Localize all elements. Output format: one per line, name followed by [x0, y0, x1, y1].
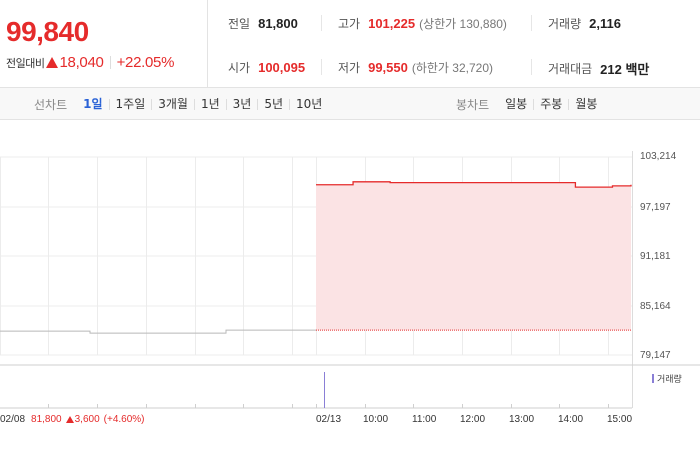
line-chart-label: 선차트	[34, 97, 68, 112]
separator	[109, 56, 111, 69]
stat-label: 전일	[228, 17, 251, 31]
stat-value: 99,550	[368, 60, 408, 75]
change-value: 18,040	[59, 54, 104, 71]
period-5y[interactable]: 5년	[257, 98, 289, 110]
stat-low: 저가 99,550 (하한가 32,720)	[338, 59, 493, 76]
stat-value: 100,095	[258, 60, 306, 75]
y-tick-label: 103,214	[640, 151, 677, 162]
y-tick-label: 91,181	[640, 251, 671, 262]
line-chart-periods: 선차트 1일 1주일 3개월 1년 3년 5년 10년	[34, 88, 328, 120]
prev-day-change: 3,600	[74, 414, 100, 425]
divider	[531, 15, 532, 31]
stat-value: 101,225	[368, 16, 416, 31]
prev-day-change-pct: (+4.60%)	[103, 414, 145, 425]
stat-label: 거래대금	[548, 62, 593, 76]
x-tick-label: 02/13	[316, 414, 342, 425]
period-1w[interactable]: 1주일	[108, 98, 152, 110]
upper-limit: (상한가 130,880)	[419, 17, 507, 31]
y-tick-label: 85,164	[640, 301, 671, 312]
stat-volume: 거래량 2,116	[548, 15, 621, 32]
x-tick-label: 10:00	[363, 414, 389, 425]
period-1d[interactable]: 1일	[83, 96, 103, 111]
stat-value: 2,116	[589, 16, 621, 31]
volume-legend-label: 거래량	[657, 375, 682, 385]
x-tick-label: 12:00	[460, 414, 486, 425]
period-3m[interactable]: 3개월	[151, 98, 194, 110]
candle-chart-periods: 봉차트 일봉 주봉 월봉	[456, 88, 603, 120]
period-10y[interactable]: 10년	[289, 98, 328, 110]
period-3y[interactable]: 3년	[225, 98, 258, 110]
change-row: 전일대비 18,040 +22.05%	[6, 54, 174, 71]
lower-limit: (하한가 32,720)	[411, 61, 494, 75]
volume-legend-swatch	[652, 374, 654, 383]
up-triangle-icon	[65, 416, 74, 423]
candle-chart-label: 봉차트	[456, 97, 490, 112]
up-triangle-icon	[46, 57, 59, 68]
stat-turnover: 거래대금 212 백만	[548, 59, 649, 78]
divider	[531, 59, 532, 75]
chart-toolbar: 선차트 1일 1주일 3개월 1년 3년 5년 10년 봉차트 일봉 주봉 월봉	[0, 88, 700, 120]
current-price: 99,840	[6, 16, 89, 47]
x-tick-label: 11:00	[412, 414, 437, 425]
prev-day-close: 81,800	[31, 414, 62, 425]
stat-high: 고가 101,225 (상한가 130,880)	[338, 15, 507, 32]
stat-label: 고가	[338, 17, 361, 31]
period-1y[interactable]: 1년	[193, 98, 226, 110]
price-chart[interactable]: 103,214 97,197 91,181 85,164 79,147 거래량 …	[0, 120, 700, 450]
stat-label: 시가	[228, 61, 251, 75]
y-tick-label: 97,197	[640, 202, 671, 213]
prev-day-date: 02/08	[0, 414, 26, 425]
stat-label: 저가	[338, 61, 361, 75]
stat-value: 212 백만	[600, 62, 650, 77]
change-label: 전일대비	[6, 56, 45, 70]
stat-label: 거래량	[548, 17, 582, 31]
x-tick-label: 14:00	[558, 414, 584, 425]
chart-canvas	[0, 151, 700, 409]
prev-day-line	[0, 329, 316, 334]
prev-day-info: 02/08 81,800 3,600 (+4.60%)	[0, 414, 145, 425]
quote-header: 99,840 전일대비 18,040 +22.05% 전일 81,800 고가 …	[0, 0, 700, 88]
change-percent: +22.05%	[116, 54, 175, 71]
volume-legend: 거래량	[652, 372, 682, 385]
divider	[321, 15, 322, 31]
price-series-line	[316, 181, 632, 188]
candle-weekly[interactable]: 주봉	[533, 98, 568, 110]
candle-daily[interactable]: 일봉	[505, 96, 528, 111]
x-tick-label: 13:00	[509, 414, 535, 425]
candle-monthly[interactable]: 월봉	[568, 98, 603, 110]
stats-grid: 전일 81,800 고가 101,225 (상한가 130,880) 거래량 2…	[208, 0, 700, 88]
price-summary: 99,840 전일대비 18,040 +22.05%	[0, 0, 208, 88]
divider	[321, 59, 322, 75]
stat-prev-close: 전일 81,800	[228, 15, 298, 32]
y-tick-label: 79,147	[640, 350, 671, 361]
stat-value: 81,800	[258, 16, 298, 31]
x-tick-label: 15:00	[607, 414, 633, 425]
stat-open: 시가 100,095	[228, 59, 305, 76]
price-area-fill	[316, 181, 631, 331]
